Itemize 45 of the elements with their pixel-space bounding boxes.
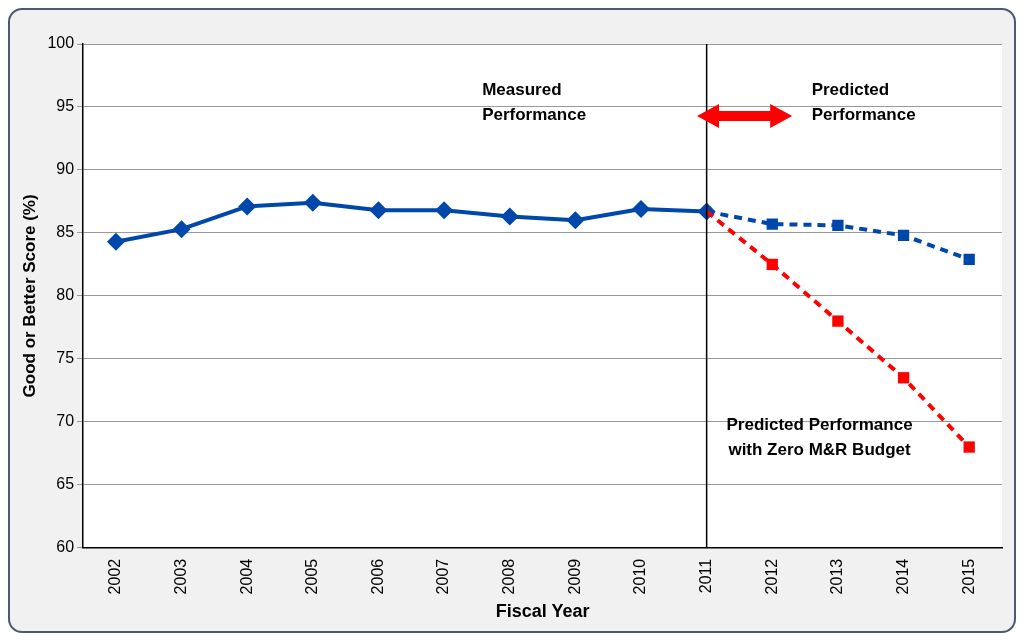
point bbox=[832, 219, 844, 232]
point bbox=[435, 201, 454, 220]
point bbox=[766, 218, 778, 230]
point bbox=[172, 220, 191, 239]
point bbox=[106, 232, 125, 251]
point bbox=[500, 207, 519, 226]
point bbox=[238, 197, 257, 216]
y-tick-label: 60 bbox=[56, 538, 75, 556]
y-tick-label: 80 bbox=[56, 286, 75, 304]
point bbox=[832, 315, 844, 327]
y-tick-label: 70 bbox=[56, 412, 75, 430]
annotation: Predicted Performance bbox=[811, 80, 916, 125]
x-tick-label: 2004 bbox=[237, 558, 255, 595]
point bbox=[897, 229, 910, 242]
x-tick-label: 2014 bbox=[893, 558, 911, 595]
x-tick-label: 2006 bbox=[368, 558, 386, 595]
x-tick-label: 2007 bbox=[434, 558, 452, 595]
point bbox=[369, 201, 388, 220]
x-tick-label: 2011 bbox=[697, 558, 715, 594]
x-tick-label: 2010 bbox=[631, 558, 649, 595]
y-tick-label: 65 bbox=[56, 475, 75, 493]
annotation: Measured Performance bbox=[482, 80, 587, 125]
x-tick-label: 2012 bbox=[762, 558, 780, 595]
annotation: Predicted Performance with Zero M&R Budget bbox=[726, 415, 913, 460]
x-tick-label: 2005 bbox=[303, 558, 321, 595]
x-tick-label: 2008 bbox=[500, 558, 518, 595]
x-axis-title: Fiscal Year bbox=[495, 601, 590, 622]
y-tick-label: 85 bbox=[56, 223, 75, 241]
point bbox=[632, 200, 650, 218]
x-tick-label: 2009 bbox=[565, 558, 583, 595]
point bbox=[566, 211, 585, 230]
point bbox=[897, 372, 910, 384]
y-tick-label: 95 bbox=[56, 97, 75, 115]
y-tick-label: 90 bbox=[56, 160, 75, 178]
x-tick-label: 2013 bbox=[828, 558, 846, 595]
y-tick-label: 75 bbox=[56, 349, 75, 367]
point bbox=[963, 253, 975, 266]
x-tick-label: 2015 bbox=[959, 558, 977, 595]
point bbox=[766, 258, 778, 271]
x-tick-label: 2002 bbox=[106, 558, 124, 595]
point bbox=[963, 441, 975, 453]
y-tick-label: 100 bbox=[47, 34, 75, 52]
y-axis-title: Good or Better Score (%) bbox=[19, 194, 39, 398]
point bbox=[303, 193, 322, 212]
x-tick-label: 2003 bbox=[171, 558, 189, 595]
